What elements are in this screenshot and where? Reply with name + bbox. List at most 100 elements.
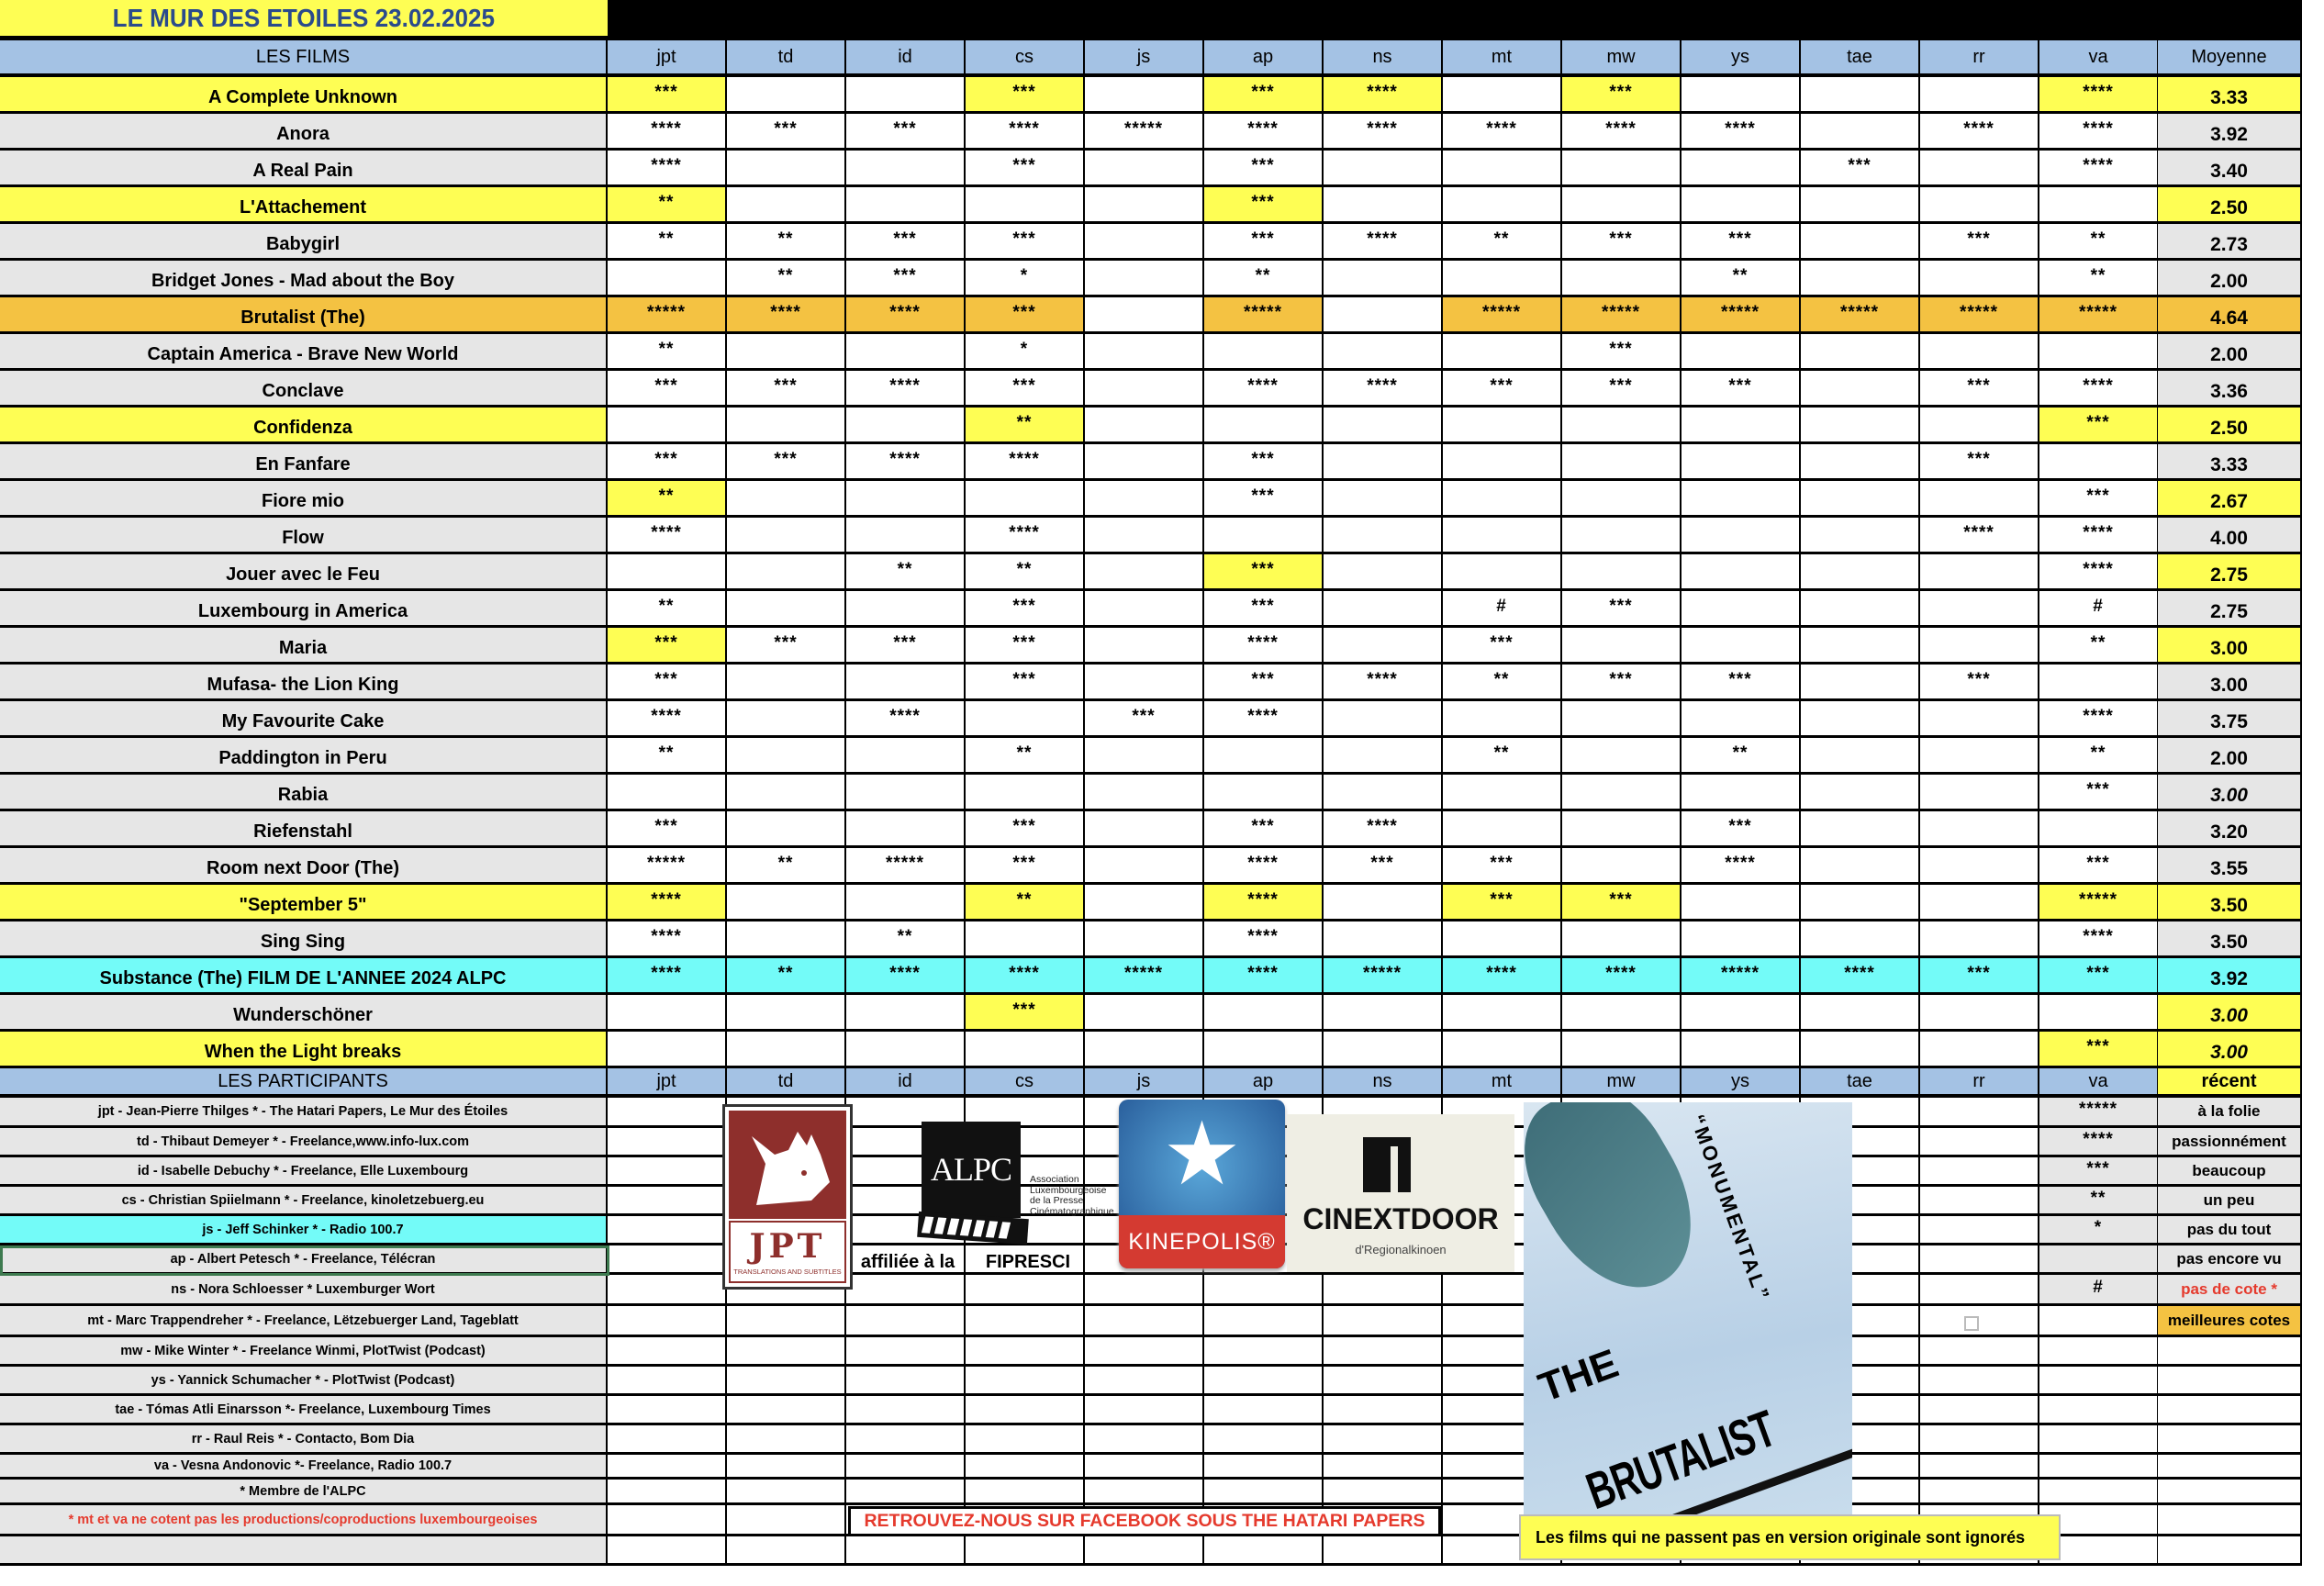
- rating-cell-tae[interactable]: [1801, 77, 1920, 114]
- film-title[interactable]: When the Light breaks: [0, 1032, 608, 1068]
- film-title[interactable]: L'Attachement: [0, 187, 608, 224]
- empty-cell[interactable]: [846, 1396, 966, 1425]
- rating-cell-cs[interactable]: [966, 481, 1085, 518]
- rating-cell-ns[interactable]: ****: [1324, 371, 1443, 408]
- empty-cell[interactable]: [608, 1098, 727, 1128]
- rating-cell-rr[interactable]: [1920, 775, 2039, 811]
- rating-cell-rr[interactable]: [1920, 77, 2039, 114]
- film-title[interactable]: Confidenza: [0, 408, 608, 444]
- rating-cell-js[interactable]: [1085, 738, 1204, 775]
- film-title[interactable]: My Favourite Cake: [0, 701, 608, 738]
- rating-cell-rr[interactable]: [1920, 591, 2039, 628]
- empty-cell[interactable]: [966, 1367, 1085, 1396]
- empty-cell[interactable]: [1920, 1128, 2039, 1157]
- rating-cell-mw[interactable]: ***: [1562, 371, 1682, 408]
- rating-cell-mw[interactable]: *****: [1562, 297, 1682, 334]
- rating-cell-td[interactable]: ***: [727, 114, 846, 151]
- rating-cell-ns[interactable]: [1324, 1032, 1443, 1068]
- rating-cell-ap[interactable]: **: [1204, 261, 1324, 297]
- rating-cell-mw[interactable]: ****: [1562, 958, 1682, 995]
- rating-cell-ns[interactable]: [1324, 408, 1443, 444]
- rating-cell-jpt[interactable]: ****: [608, 921, 727, 958]
- rating-cell-mt[interactable]: [1443, 921, 1562, 958]
- rating-cell-ys[interactable]: [1682, 885, 1801, 921]
- rating-cell-jpt[interactable]: ****: [608, 701, 727, 738]
- film-title[interactable]: Flow: [0, 518, 608, 554]
- rating-cell-mw[interactable]: ***: [1562, 665, 1682, 701]
- rating-cell-jpt[interactable]: [608, 775, 727, 811]
- rating-cell-cs[interactable]: [966, 775, 1085, 811]
- rating-cell-cs[interactable]: ***: [966, 811, 1085, 848]
- rating-cell-cs[interactable]: **: [966, 885, 1085, 921]
- empty-cell[interactable]: [727, 1396, 846, 1425]
- film-title[interactable]: Substance (The) FILM DE L'ANNEE 2024 ALP…: [0, 958, 608, 995]
- rating-cell-ap[interactable]: [1204, 408, 1324, 444]
- rating-cell-cs[interactable]: [966, 187, 1085, 224]
- rating-cell-mw[interactable]: [1562, 921, 1682, 958]
- empty-cell[interactable]: [1085, 1275, 1204, 1306]
- rating-cell-tae[interactable]: [1801, 811, 1920, 848]
- rating-cell-mt[interactable]: [1443, 334, 1562, 371]
- rating-cell-js[interactable]: [1085, 591, 1204, 628]
- rating-cell-mw[interactable]: [1562, 187, 1682, 224]
- rating-cell-va[interactable]: ***: [2039, 958, 2159, 995]
- rating-cell-ap[interactable]: ****: [1204, 628, 1324, 665]
- rating-cell-va[interactable]: ***: [2039, 848, 2159, 885]
- rating-cell-ns[interactable]: [1324, 738, 1443, 775]
- rating-cell-tae[interactable]: *****: [1801, 297, 1920, 334]
- empty-cell[interactable]: [1324, 1337, 1443, 1367]
- rating-cell-va[interactable]: ***: [2039, 481, 2159, 518]
- rating-cell-jpt[interactable]: ***: [608, 811, 727, 848]
- empty-cell[interactable]: [1920, 1157, 2039, 1187]
- rating-cell-js[interactable]: ***: [1085, 701, 1204, 738]
- rating-cell-ap[interactable]: ****: [1204, 921, 1324, 958]
- film-title[interactable]: Rabia: [0, 775, 608, 811]
- film-title[interactable]: Brutalist (The): [0, 297, 608, 334]
- rating-cell-ap[interactable]: [1204, 775, 1324, 811]
- empty-cell[interactable]: [1204, 1367, 1324, 1396]
- empty-cell[interactable]: [727, 1337, 846, 1367]
- rating-cell-id[interactable]: [846, 775, 966, 811]
- rating-cell-ys[interactable]: [1682, 187, 1801, 224]
- rating-cell-tae[interactable]: [1801, 224, 1920, 261]
- rating-cell-ns[interactable]: [1324, 151, 1443, 187]
- empty-cell[interactable]: [608, 1367, 727, 1396]
- rating-cell-id[interactable]: **: [846, 921, 966, 958]
- rating-cell-ns[interactable]: [1324, 554, 1443, 591]
- rater-column-header-ap[interactable]: ap: [1204, 40, 1324, 77]
- rating-cell-mw[interactable]: ****: [1562, 114, 1682, 151]
- rating-cell-mt[interactable]: ***: [1443, 628, 1562, 665]
- rating-cell-rr[interactable]: [1920, 701, 2039, 738]
- rating-cell-mw[interactable]: [1562, 481, 1682, 518]
- rating-cell-tae[interactable]: [1801, 334, 1920, 371]
- rating-cell-va[interactable]: [2039, 995, 2159, 1032]
- rating-cell-va[interactable]: [2039, 811, 2159, 848]
- rating-cell-jpt[interactable]: **: [608, 738, 727, 775]
- rating-cell-tae[interactable]: [1801, 408, 1920, 444]
- film-title[interactable]: Wunderschöner: [0, 995, 608, 1032]
- rating-cell-tae[interactable]: [1801, 518, 1920, 554]
- rating-cell-mt[interactable]: [1443, 995, 1562, 1032]
- rating-cell-id[interactable]: [846, 738, 966, 775]
- empty-cell[interactable]: [608, 1505, 727, 1536]
- rating-cell-va[interactable]: ****: [2039, 114, 2159, 151]
- empty-cell[interactable]: [1324, 1425, 1443, 1455]
- rating-cell-ap[interactable]: ***: [1204, 151, 1324, 187]
- empty-cell[interactable]: [1085, 1455, 1204, 1480]
- rating-cell-id[interactable]: ****: [846, 701, 966, 738]
- rating-cell-ap[interactable]: ***: [1204, 591, 1324, 628]
- rating-cell-ns[interactable]: [1324, 921, 1443, 958]
- rating-cell-td[interactable]: ***: [727, 371, 846, 408]
- rating-cell-td[interactable]: [727, 77, 846, 114]
- empty-cell[interactable]: [1920, 1275, 2039, 1306]
- rating-cell-cs[interactable]: ***: [966, 995, 1085, 1032]
- rating-cell-cs[interactable]: **: [966, 408, 1085, 444]
- rating-cell-mt[interactable]: [1443, 701, 1562, 738]
- rating-cell-cs[interactable]: ****: [966, 518, 1085, 554]
- empty-cell[interactable]: [1920, 1187, 2039, 1216]
- empty-cell[interactable]: [1085, 1367, 1204, 1396]
- rating-cell-ap[interactable]: ***: [1204, 811, 1324, 848]
- empty-cell[interactable]: [1920, 1425, 2039, 1455]
- rating-cell-td[interactable]: [727, 1032, 846, 1068]
- film-title[interactable]: Anora: [0, 114, 608, 151]
